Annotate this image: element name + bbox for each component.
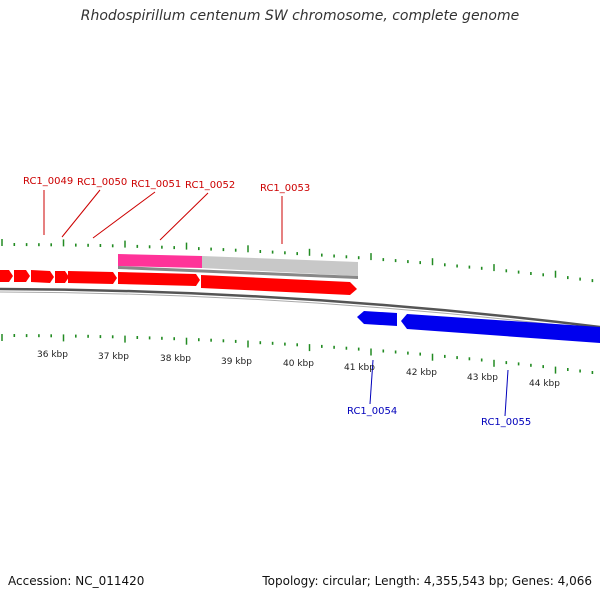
leader-line (61, 189, 101, 238)
scale-label: 36 kbp (37, 350, 68, 360)
scale-label: 44 kbp (529, 379, 560, 389)
genome-stats: Topology: circular; Length: 4,355,543 bp… (262, 574, 592, 588)
feature-bar-pink (118, 254, 202, 268)
leader-line (159, 192, 209, 241)
gene-label[interactable]: RC1_0052 (185, 180, 235, 191)
scale-label: 41 kbp (344, 363, 375, 373)
scale-label: 42 kbp (406, 368, 437, 378)
leader-line (504, 369, 509, 417)
gene-arrow[interactable] (68, 271, 117, 284)
forward-label-group: RC1_0049 RC1_0050 RC1_0051 RC1_0052 RC1_… (23, 176, 310, 244)
scale-labels: 36 kbp 37 kbp 38 kbp 39 kbp 40 kbp 41 kb… (37, 350, 560, 389)
gene-label[interactable]: RC1_0054 (347, 406, 397, 417)
scale-label: 43 kbp (467, 373, 498, 383)
accession-text: Accession: NC_011420 (8, 574, 145, 588)
backbone-line-inner (0, 291, 600, 331)
gene-arrow[interactable] (55, 271, 69, 283)
gene-label[interactable]: RC1_0050 (77, 177, 127, 188)
leader-line (92, 191, 156, 239)
gene-arrow[interactable] (0, 270, 13, 282)
lower-tick-track (1, 334, 594, 374)
gene-arrow[interactable] (201, 275, 357, 295)
gene-arrow-reverse[interactable] (357, 311, 397, 326)
gene-label[interactable]: RC1_0049 (23, 176, 73, 187)
reverse-label-group: RC1_0054 RC1_0055 (347, 359, 531, 428)
scale-label: 40 kbp (283, 359, 314, 369)
gene-arrow-reverse[interactable] (401, 314, 600, 343)
reverse-gene-track (357, 311, 600, 343)
gene-arrow[interactable] (14, 270, 30, 282)
feature-bar-shadow (118, 266, 358, 279)
gene-arrow[interactable] (31, 270, 54, 283)
scale-label: 39 kbp (221, 357, 252, 367)
backbone-line (0, 287, 600, 329)
forward-gene-track (0, 270, 357, 295)
leader-line (369, 359, 374, 405)
gene-label[interactable]: RC1_0055 (481, 417, 531, 428)
gene-arrow[interactable] (118, 272, 200, 286)
scale-label: 38 kbp (160, 354, 191, 364)
map-title: Rhodospirillum centenum SW chromosome, c… (80, 8, 520, 24)
feature-bar-gray (202, 256, 358, 276)
gene-label[interactable]: RC1_0051 (131, 179, 181, 190)
feature-bar (118, 254, 358, 279)
gene-label[interactable]: RC1_0053 (260, 183, 310, 194)
scale-label: 37 kbp (98, 352, 129, 362)
upper-tick-track (1, 239, 594, 283)
